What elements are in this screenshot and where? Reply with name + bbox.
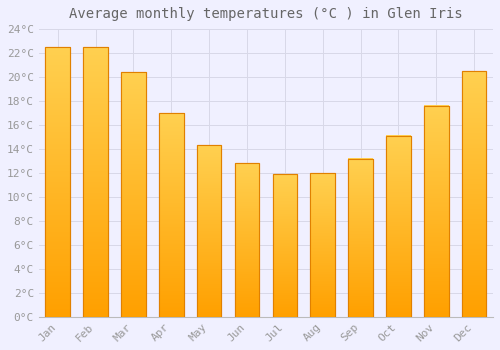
Bar <box>197 145 222 317</box>
Bar <box>348 159 373 317</box>
Bar <box>159 113 184 317</box>
Bar <box>386 136 410 317</box>
Bar <box>310 173 335 317</box>
Bar <box>234 163 260 317</box>
Bar <box>84 47 108 317</box>
Bar <box>462 71 486 317</box>
Bar <box>84 47 108 317</box>
Bar <box>121 72 146 317</box>
Bar <box>348 159 373 317</box>
Bar <box>424 106 448 317</box>
Bar <box>46 47 70 317</box>
Bar <box>272 174 297 317</box>
Bar <box>462 71 486 317</box>
Bar <box>197 145 222 317</box>
Bar <box>272 174 297 317</box>
Bar <box>310 173 335 317</box>
Bar <box>424 106 448 317</box>
Bar <box>121 72 146 317</box>
Title: Average monthly temperatures (°C ) in Glen Iris: Average monthly temperatures (°C ) in Gl… <box>69 7 462 21</box>
Bar <box>386 136 410 317</box>
Bar <box>234 163 260 317</box>
Bar <box>46 47 70 317</box>
Bar <box>159 113 184 317</box>
